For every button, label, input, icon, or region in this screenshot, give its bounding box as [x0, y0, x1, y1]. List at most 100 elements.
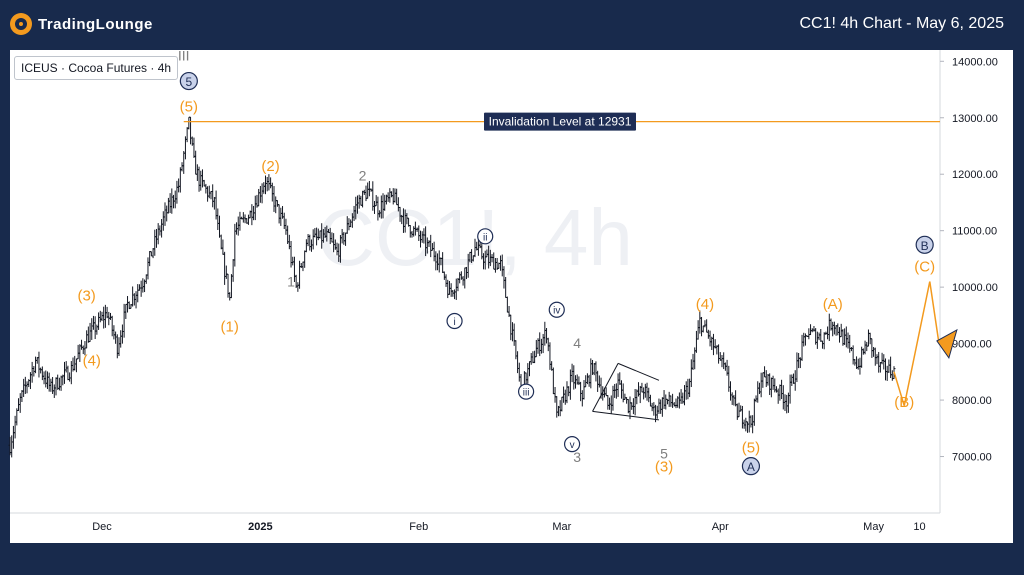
price-bar — [596, 370, 600, 392]
price-bar — [265, 176, 269, 192]
price-bar — [563, 389, 567, 405]
price-bar — [246, 214, 250, 225]
drawings-layer: Invalidation Level at 12931 — [183, 112, 958, 421]
price-bar — [691, 353, 695, 371]
price-bar — [51, 377, 55, 394]
price-bar — [795, 352, 799, 383]
price-bar — [126, 296, 130, 313]
price-bar — [134, 291, 138, 309]
price-bar — [739, 405, 743, 412]
price-bar — [282, 212, 286, 230]
price-bar — [674, 398, 678, 409]
price-bar — [453, 289, 457, 300]
wave-label: v — [563, 436, 581, 453]
price-bar — [822, 332, 826, 350]
price-bar — [611, 385, 615, 411]
price-bar — [844, 326, 848, 348]
price-bar — [166, 197, 170, 214]
price-bar — [233, 223, 237, 267]
price-bar — [863, 340, 867, 355]
price-bar — [103, 304, 107, 328]
price-bar — [144, 274, 148, 284]
price-bar — [163, 202, 167, 226]
price-bar — [866, 329, 870, 347]
price-bar — [667, 391, 671, 407]
price-bar — [93, 316, 97, 340]
price-bar — [146, 257, 150, 280]
price-bar — [267, 174, 271, 191]
price-bar — [25, 381, 29, 394]
price-bar — [47, 372, 51, 392]
price-bar — [289, 240, 293, 268]
price-bar — [206, 186, 210, 202]
svg-text:(B): (B) — [894, 394, 914, 411]
price-bar — [76, 344, 80, 360]
invalidation-label: Invalidation Level at 12931 — [489, 115, 632, 129]
price-bar — [585, 373, 589, 385]
price-bar — [819, 328, 823, 342]
svg-text:v: v — [570, 440, 575, 451]
symbol-legend[interactable]: ICEUS · Cocoa Futures · 4h — [14, 56, 179, 80]
price-bar — [11, 425, 15, 449]
price-bar — [505, 296, 509, 313]
time-axis[interactable]: Dec 2025 Feb Mar Apr May 10 — [10, 512, 940, 533]
price-bar — [662, 390, 666, 409]
price-bar — [274, 196, 278, 214]
price-bar — [803, 333, 807, 346]
price-bar — [112, 325, 116, 340]
price-bar — [270, 182, 274, 202]
svg-text:(2): (2) — [261, 158, 279, 175]
price-bar — [809, 324, 813, 336]
price-bar — [609, 395, 613, 414]
price-bar — [558, 400, 562, 417]
candlestick-series — [8, 116, 896, 458]
brand-logo: TradingLounge — [10, 13, 153, 35]
chart-panel[interactable] — [10, 50, 1013, 543]
price-bar — [861, 348, 865, 355]
price-bar — [57, 377, 61, 391]
price-bar — [86, 326, 90, 343]
price-bar — [763, 366, 767, 378]
price-bar — [589, 358, 593, 389]
price-bar — [160, 219, 164, 238]
price-bar — [108, 312, 112, 320]
price-bar — [700, 316, 704, 337]
price-bar — [623, 393, 627, 400]
price-bar — [216, 208, 220, 230]
price-bar — [573, 375, 577, 389]
price-bar — [746, 421, 750, 433]
price-bar — [625, 397, 629, 404]
price-bar — [509, 314, 513, 341]
price-bar — [769, 377, 773, 398]
price-bar — [614, 383, 618, 399]
price-bar — [698, 310, 702, 334]
svg-text:(1): (1) — [221, 319, 239, 336]
price-tick-label: 9000.00 — [952, 339, 992, 351]
price-bar — [790, 374, 794, 386]
wave-label: (5) — [180, 98, 198, 115]
price-bar — [37, 351, 41, 378]
svg-text:i: i — [453, 317, 455, 328]
price-bar — [311, 229, 315, 250]
price-bar — [516, 351, 520, 374]
price-bar — [286, 225, 290, 245]
wave-label: 1 — [287, 274, 295, 290]
price-bar — [529, 352, 533, 365]
price-bar — [783, 394, 787, 412]
price-bar — [49, 378, 53, 392]
price-bar — [284, 218, 288, 235]
price-bar — [836, 323, 840, 336]
wave-label: (2) — [261, 158, 279, 175]
price-tick-label: 12000.00 — [952, 169, 998, 181]
price-axis[interactable]: 7000.00 8000.00 9000.00 10000.00 11000.00 120… — [939, 50, 998, 513]
svg-text:(5): (5) — [180, 98, 198, 115]
price-bar — [545, 328, 549, 344]
price-bar — [885, 365, 889, 381]
price-bar — [788, 374, 792, 404]
wedge-upper-line — [617, 362, 660, 381]
price-bar — [843, 328, 847, 345]
price-bar — [30, 361, 34, 383]
price-bar — [510, 322, 514, 342]
price-bar — [168, 193, 172, 214]
